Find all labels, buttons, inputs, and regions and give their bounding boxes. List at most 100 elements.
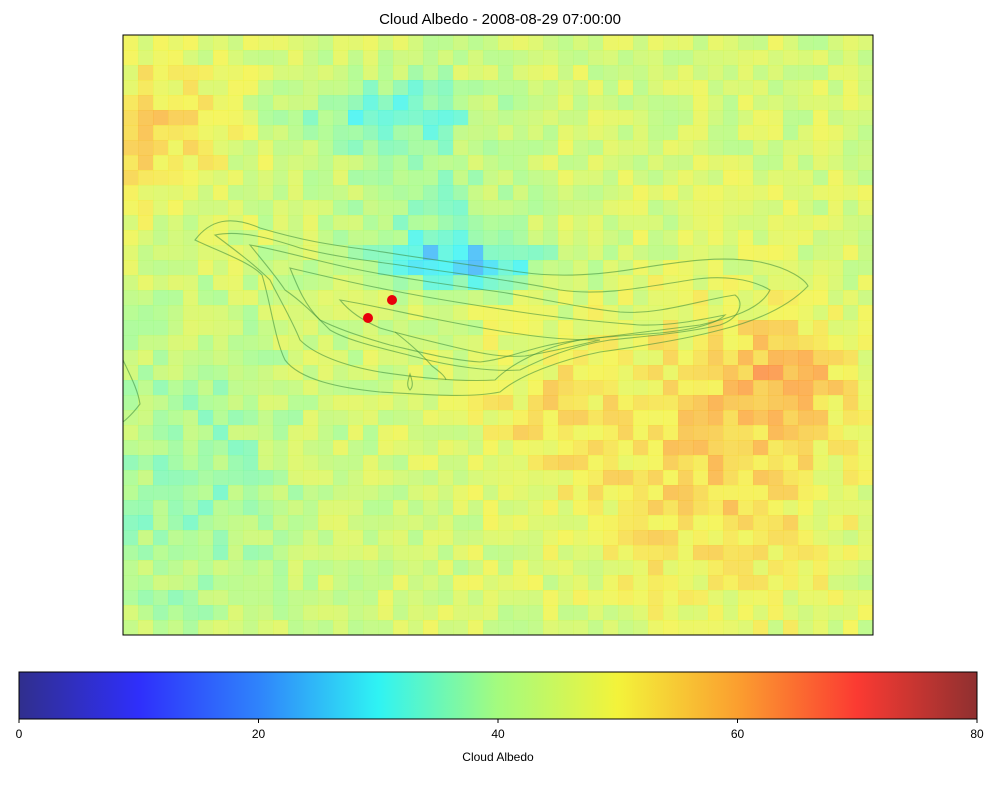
heatmap-cell bbox=[798, 350, 814, 366]
heatmap-cell bbox=[708, 80, 724, 96]
heatmap-cell bbox=[138, 575, 154, 591]
heatmap-cell bbox=[153, 470, 169, 486]
heatmap-cell bbox=[588, 290, 604, 306]
heatmap-cell bbox=[243, 215, 259, 231]
heatmap-cell bbox=[513, 605, 529, 621]
heatmap-cell bbox=[423, 260, 439, 276]
heatmap-cell bbox=[273, 500, 289, 516]
heatmap-cell bbox=[633, 290, 649, 306]
heatmap-cell bbox=[693, 500, 709, 516]
heatmap-cell bbox=[348, 185, 364, 201]
heatmap-cell bbox=[513, 185, 529, 201]
heatmap-cell bbox=[423, 65, 439, 81]
heatmap-cell bbox=[813, 545, 829, 561]
heatmap-cell bbox=[798, 545, 814, 561]
heatmap-cell bbox=[678, 140, 694, 156]
heatmap-cell bbox=[543, 440, 559, 456]
heatmap-cell bbox=[213, 110, 229, 126]
heatmap-cell bbox=[228, 560, 244, 576]
heatmap-cell bbox=[753, 575, 769, 591]
heatmap-cell bbox=[408, 200, 424, 216]
heatmap-cell bbox=[273, 230, 289, 246]
heatmap-cell bbox=[753, 365, 769, 381]
heatmap-cell bbox=[363, 170, 379, 186]
heatmap-cell bbox=[768, 275, 784, 291]
heatmap-cell bbox=[348, 35, 364, 51]
heatmap-cell bbox=[828, 50, 844, 66]
heatmap-cell bbox=[858, 35, 874, 51]
heatmap-cell bbox=[258, 380, 274, 396]
heatmap-cell bbox=[318, 290, 334, 306]
colorbar-tick-label: 0 bbox=[16, 727, 23, 741]
heatmap-cell bbox=[603, 470, 619, 486]
heatmap-cell bbox=[243, 560, 259, 576]
heatmap-cell bbox=[513, 245, 529, 261]
heatmap-cell bbox=[168, 395, 184, 411]
heatmap-cell bbox=[273, 155, 289, 171]
heatmap-cell bbox=[693, 260, 709, 276]
heatmap-cell bbox=[468, 290, 484, 306]
heatmap-cell bbox=[363, 515, 379, 531]
heatmap-cell bbox=[153, 305, 169, 321]
heatmap-cell bbox=[228, 215, 244, 231]
heatmap-cell bbox=[528, 440, 544, 456]
heatmap-cell bbox=[483, 35, 499, 51]
heatmap-cell bbox=[693, 215, 709, 231]
heatmap-cell bbox=[198, 290, 214, 306]
heatmap-cell bbox=[273, 455, 289, 471]
heatmap-cell bbox=[573, 290, 589, 306]
heatmap-cell bbox=[618, 110, 634, 126]
heatmap-cell bbox=[288, 455, 304, 471]
heatmap-cell bbox=[798, 35, 814, 51]
heatmap-cell bbox=[243, 290, 259, 306]
heatmap-cell bbox=[423, 35, 439, 51]
heatmap-cell bbox=[648, 290, 664, 306]
heatmap-cell bbox=[453, 620, 469, 636]
heatmap-cell bbox=[708, 245, 724, 261]
heatmap-cell bbox=[723, 440, 739, 456]
heatmap-cell bbox=[738, 35, 754, 51]
heatmap-cell bbox=[453, 50, 469, 66]
heatmap-cell bbox=[588, 245, 604, 261]
heatmap-cell bbox=[753, 290, 769, 306]
heatmap-cell bbox=[618, 605, 634, 621]
heatmap-cell bbox=[813, 350, 829, 366]
heatmap-cell bbox=[858, 605, 874, 621]
heatmap-cell bbox=[228, 170, 244, 186]
heatmap-cell bbox=[543, 50, 559, 66]
heatmap-cell bbox=[708, 470, 724, 486]
heatmap-cell bbox=[303, 305, 319, 321]
heatmap-cell bbox=[498, 590, 514, 606]
heatmap-cell bbox=[828, 365, 844, 381]
heatmap-cell bbox=[678, 170, 694, 186]
heatmap-cell bbox=[783, 395, 799, 411]
heatmap-cell bbox=[423, 110, 439, 126]
heatmap-cell bbox=[198, 80, 214, 96]
heatmap-cell bbox=[468, 35, 484, 51]
heatmap-cell bbox=[363, 575, 379, 591]
heatmap-cell bbox=[843, 530, 859, 546]
heatmap-cell bbox=[558, 170, 574, 186]
heatmap-cell bbox=[588, 395, 604, 411]
heatmap-cell bbox=[408, 50, 424, 66]
heatmap-cell bbox=[393, 95, 409, 111]
heatmap-cell bbox=[303, 125, 319, 141]
heatmap-cell bbox=[453, 125, 469, 141]
heatmap-cell bbox=[183, 365, 199, 381]
heatmap-cell bbox=[348, 530, 364, 546]
heatmap-cell bbox=[543, 590, 559, 606]
heatmap-cell bbox=[723, 455, 739, 471]
heatmap-cell bbox=[228, 65, 244, 81]
heatmap-cell bbox=[378, 230, 394, 246]
heatmap-cell bbox=[183, 275, 199, 291]
heatmap-cell bbox=[453, 380, 469, 396]
heatmap-cell bbox=[408, 440, 424, 456]
heatmap-cell bbox=[693, 350, 709, 366]
heatmap-cell bbox=[378, 530, 394, 546]
heatmap-cell bbox=[738, 50, 754, 66]
heatmap-cell bbox=[183, 605, 199, 621]
heatmap-cell bbox=[648, 575, 664, 591]
heatmap-cell bbox=[798, 560, 814, 576]
heatmap-cell bbox=[153, 215, 169, 231]
heatmap-cell bbox=[318, 350, 334, 366]
